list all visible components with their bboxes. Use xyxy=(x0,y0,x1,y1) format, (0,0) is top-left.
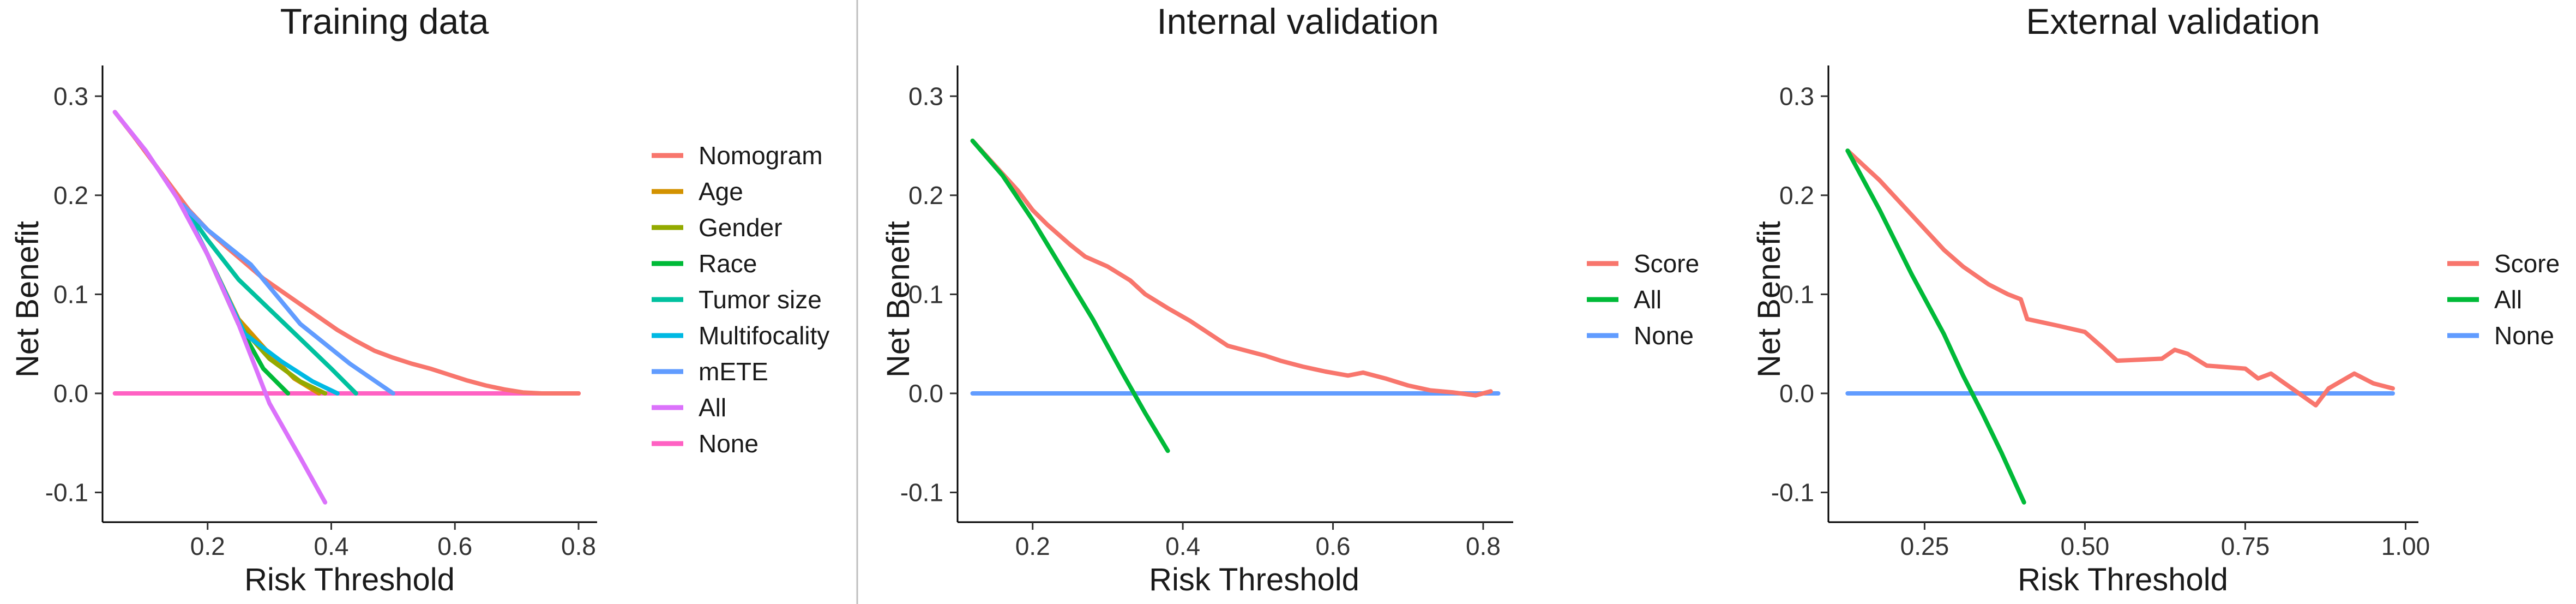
x-tick-label: 0.50 xyxy=(2061,532,2110,560)
legend-label-none: None xyxy=(1634,321,1694,350)
y-tick-label: 0.3 xyxy=(908,82,943,110)
y-tick-label: 0.2 xyxy=(1779,181,1814,210)
legend-label-score: Score xyxy=(1634,249,1699,278)
legend-label-none: None xyxy=(699,429,759,458)
x-tick-label: 0.6 xyxy=(1316,532,1351,560)
chart-title: Training data xyxy=(280,1,489,41)
series-line-all xyxy=(1845,148,2026,505)
x-tick-label: 0.2 xyxy=(190,532,225,560)
chart-title: Internal validation xyxy=(1157,1,1439,41)
x-tick-label: 0.6 xyxy=(437,532,472,560)
x-tick-label: 0.8 xyxy=(561,532,596,560)
y-axis-label: Net Benefit xyxy=(881,221,916,378)
legend-label-all: All xyxy=(699,393,726,422)
y-tick-label: 0.1 xyxy=(908,280,943,308)
x-tick-label: 0.8 xyxy=(1466,532,1501,560)
chart-panel-external-validation: External validation -0.1 0.0 0.1 0.2 0.3 0.25 0… xyxy=(1752,1,2560,597)
legend-label-mete: mETE xyxy=(699,357,768,386)
legend-label-score: Score xyxy=(2494,249,2560,278)
y-tick-label: 0.2 xyxy=(908,181,943,210)
legend-label-all: All xyxy=(1634,285,1662,314)
legend-label-multifocality: Multifocality xyxy=(699,321,829,350)
legend-label-all: All xyxy=(2494,285,2522,314)
legend-label-age: Age xyxy=(699,177,743,206)
series-line-all xyxy=(970,139,1170,453)
y-tick-label: -0.1 xyxy=(1771,479,1814,507)
legend-label-none: None xyxy=(2494,321,2554,350)
y-tick-label: 0.0 xyxy=(908,379,943,408)
x-tick-label: 0.4 xyxy=(314,532,349,560)
y-tick-label: 0.3 xyxy=(53,82,88,110)
series-line-score xyxy=(1845,148,2395,408)
series-line-all xyxy=(112,110,328,505)
legend-label-race: Race xyxy=(699,249,757,278)
y-tick-label: 0.2 xyxy=(53,181,88,210)
x-tick-label: 0.25 xyxy=(1900,532,1949,560)
x-tick-label: 0.2 xyxy=(1015,532,1050,560)
x-tick-label: 1.00 xyxy=(2381,532,2430,560)
y-axis-label: Net Benefit xyxy=(10,221,45,378)
y-tick-label: 0.0 xyxy=(53,379,88,408)
series-line-nomogram xyxy=(112,110,581,396)
legend-label-gender: Gender xyxy=(699,213,782,242)
legend-label-nomogram: Nomogram xyxy=(699,141,823,170)
y-tick-label: 0.1 xyxy=(53,280,88,308)
legend: Score All None xyxy=(1587,249,1699,350)
legend-label-tumor-size: Tumor size xyxy=(699,285,822,314)
y-tick-label: -0.1 xyxy=(900,479,943,507)
y-tick-label: -0.1 xyxy=(45,479,88,507)
series-line-tumor-size xyxy=(180,203,358,396)
y-tick-label: 0.0 xyxy=(1779,379,1814,408)
legend: Nomogram Age Gender Race Tumor size Multifoca… xyxy=(652,141,829,458)
y-axis-label: Net Benefit xyxy=(1752,221,1787,378)
x-axis-label: Risk Threshold xyxy=(2018,562,2228,597)
x-axis-label: Risk Threshold xyxy=(1149,562,1359,597)
chart-panel-internal-validation: Internal validation -0.1 0.0 0.1 0.2 0.3 0.2 0.… xyxy=(881,1,1699,597)
y-tick-label: 0.3 xyxy=(1779,82,1814,110)
series-line-mete xyxy=(180,203,395,396)
chart-title: External validation xyxy=(2026,1,2320,41)
y-tick-label: 0.1 xyxy=(1779,280,1814,308)
x-axis-label: Risk Threshold xyxy=(244,562,455,597)
x-tick-label: 0.4 xyxy=(1165,532,1200,560)
chart-panel-training-data: Training data -0.1 0.0 0.1 0.2 0.3 0.2 0.4 0.6 0.… xyxy=(10,1,829,597)
legend: Score All None xyxy=(2447,249,2560,350)
x-tick-label: 0.75 xyxy=(2221,532,2270,560)
series-line-score xyxy=(970,139,1493,398)
